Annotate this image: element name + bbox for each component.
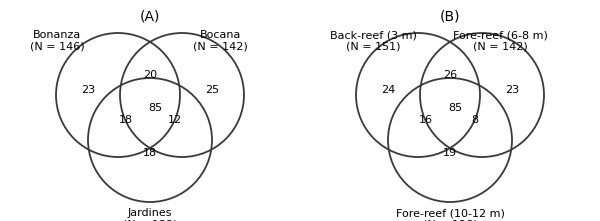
Text: (B): (B) — [440, 10, 460, 24]
Text: 18: 18 — [143, 148, 157, 158]
Text: Back-reef (3 m)
(N = 151): Back-reef (3 m) (N = 151) — [330, 30, 417, 51]
Text: 16: 16 — [419, 115, 433, 125]
Text: 18: 18 — [119, 115, 133, 125]
Text: 85: 85 — [448, 103, 462, 113]
Text: 12: 12 — [168, 115, 182, 125]
Text: 25: 25 — [205, 85, 219, 95]
Text: 23: 23 — [505, 85, 519, 95]
Text: 85: 85 — [148, 103, 162, 113]
Text: Bocana
(N = 142): Bocana (N = 142) — [193, 30, 248, 51]
Text: Fore-reef (10-12 m)
(N = 128): Fore-reef (10-12 m) (N = 128) — [395, 208, 505, 221]
Text: Bonanza
(N = 146): Bonanza (N = 146) — [30, 30, 85, 51]
Text: 8: 8 — [472, 115, 479, 125]
Text: 19: 19 — [443, 148, 457, 158]
Text: 23: 23 — [81, 85, 95, 95]
Text: 24: 24 — [381, 85, 395, 95]
Text: 26: 26 — [443, 70, 457, 80]
Text: Jardines
(N = 132): Jardines (N = 132) — [122, 208, 178, 221]
Text: 20: 20 — [143, 70, 157, 80]
Text: Fore-reef (6-8 m)
(N = 142): Fore-reef (6-8 m) (N = 142) — [453, 30, 548, 51]
Text: (A): (A) — [140, 10, 160, 24]
